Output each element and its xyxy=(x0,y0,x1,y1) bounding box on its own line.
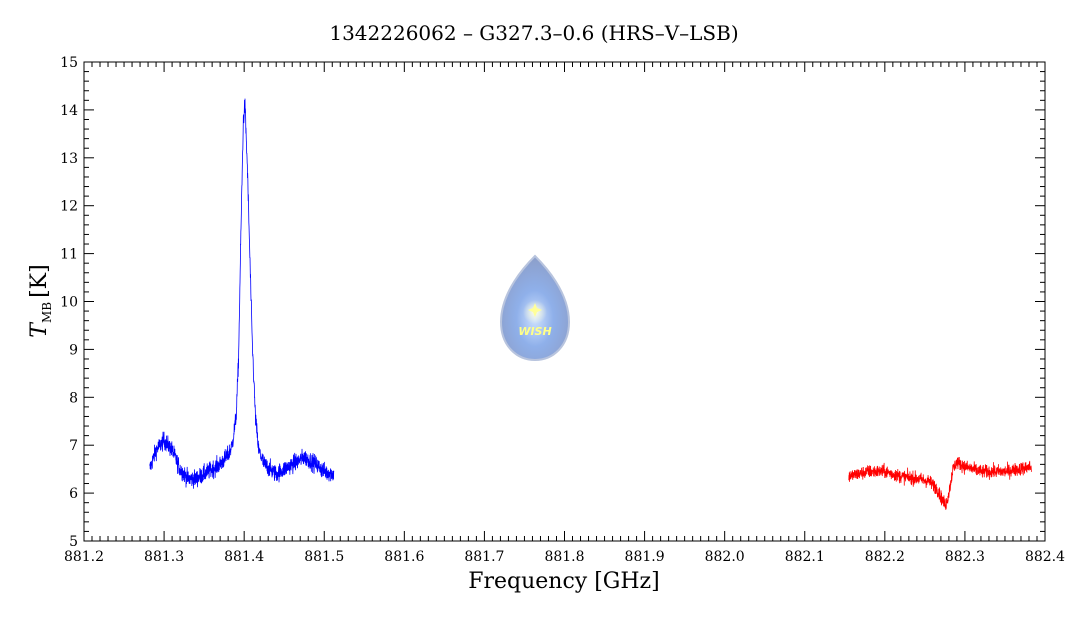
y-tick-label: 11 xyxy=(60,247,78,263)
x-axis-label: Frequency [GHz] xyxy=(468,569,660,594)
x-tick-label: 881.4 xyxy=(224,549,264,565)
y-tick-label: 12 xyxy=(60,199,78,215)
y-tick-label: 15 xyxy=(60,55,78,71)
series-line-1 xyxy=(149,98,335,489)
x-tick-label: 881.6 xyxy=(384,549,424,565)
series-layer xyxy=(149,98,1032,510)
y-axis-label-subscript: MB xyxy=(40,302,54,323)
svg-text:TMB[K]: TMB [K] xyxy=(27,264,54,337)
x-tick-label: 882.4 xyxy=(1025,549,1065,565)
y-axis-label: TMB [K] xyxy=(27,264,54,337)
star-icon xyxy=(528,303,542,317)
x-tick-label: 882.3 xyxy=(945,549,985,565)
wish-logo: WISH xyxy=(499,254,571,362)
x-tick-label: 881.2 xyxy=(64,549,104,565)
plot-frame xyxy=(83,61,1046,542)
y-tick-label: 14 xyxy=(60,103,78,119)
chart-title: 1342226062 – G327.3–0.6 (HRS–V–LSB) xyxy=(329,21,738,45)
y-tick-label: 10 xyxy=(60,295,78,311)
y-tick-label: 13 xyxy=(60,151,78,167)
y-axis-label-unit: [K] xyxy=(27,264,52,298)
x-tick-label: 881.5 xyxy=(304,549,344,565)
x-tick-label: 881.3 xyxy=(144,549,184,565)
axes-layer: 881.2 881.3 881.4 881.5 881.6 881.7 881.8 881.9… xyxy=(60,55,1065,565)
y-tick-label: 7 xyxy=(69,438,78,454)
x-tick-label: 881.9 xyxy=(625,549,665,565)
y-axis-label-symbol: T xyxy=(27,321,52,338)
x-tick-label: 882.2 xyxy=(865,549,905,565)
series-line-2 xyxy=(848,456,1032,510)
x-tick-label: 881.8 xyxy=(544,549,584,565)
x-tick-label: 882.1 xyxy=(785,549,825,565)
y-tick-label: 8 xyxy=(69,390,78,406)
x-tick-label: 882.0 xyxy=(705,549,745,565)
y-tick-label: 5 xyxy=(69,534,78,550)
x-tick-label: 881.7 xyxy=(464,549,504,565)
y-tick-label: 6 xyxy=(69,486,78,502)
wish-logo-text: WISH xyxy=(518,325,551,338)
y-tick-label: 9 xyxy=(69,342,78,358)
